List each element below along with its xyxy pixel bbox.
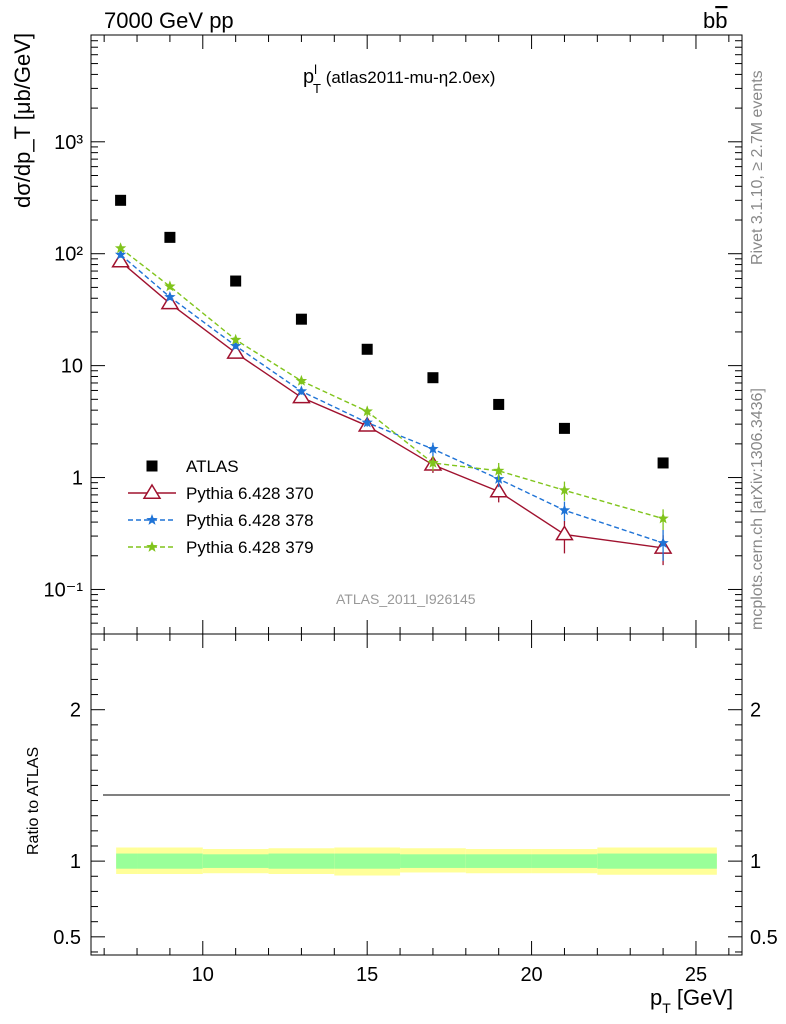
main-y-axis: 10⁻¹ 1 10 10² 10³ xyxy=(44,34,742,635)
mcplots-label: mcplots.cern.ch [arXiv:1306.3436] xyxy=(749,388,766,630)
ratio-band-green xyxy=(268,853,335,869)
analysis-label: ATLAS_2011_I926145 xyxy=(336,591,476,607)
ratio-band-green xyxy=(137,853,203,869)
data-marker-star xyxy=(493,464,505,476)
data-marker-star xyxy=(427,443,439,454)
ratio-y-axis-label: Ratio to ATLAS xyxy=(25,747,42,855)
data-marker-square xyxy=(164,231,176,243)
ratio-band-green xyxy=(334,853,401,869)
data-marker-triangle xyxy=(142,483,162,499)
plot-title-sup: l xyxy=(314,62,317,77)
plot-title-rest: (atlas2011-mu-η2.0ex) xyxy=(321,68,496,87)
rivet-version-label: Rivet 3.1.10, ≥ 2.7M events xyxy=(749,70,766,265)
data-marker-star xyxy=(427,457,439,468)
data-marker-star xyxy=(230,339,242,351)
y-tick-label: 10⁻¹ xyxy=(44,579,84,601)
main-y-axis-label: dσ/dp_T [μb/GeV] xyxy=(10,33,35,208)
y-tick-label: 1 xyxy=(72,468,83,490)
data-marker-star xyxy=(657,537,669,548)
ratio-y-tick-label-right: 2 xyxy=(750,700,761,722)
ratio-y-axis: 0.5 0.5 1 1 2 2 xyxy=(53,648,778,953)
ratio-y-tick-label-right: 1 xyxy=(750,851,761,873)
data-marker-star xyxy=(657,512,669,524)
ratio-y-tick-label-right: 0.5 xyxy=(750,927,778,949)
data-marker-square xyxy=(427,372,439,384)
ratio-band-green xyxy=(400,854,466,868)
series-line xyxy=(120,261,664,549)
ratio-band-green xyxy=(531,854,598,868)
ratio-band-green xyxy=(465,854,532,868)
data-marker-star xyxy=(295,385,308,397)
ratio-y-tick-label: 1 xyxy=(70,851,81,873)
ratio-x-axis: 10 15 20 25 xyxy=(103,634,730,986)
data-marker-triangle xyxy=(111,252,130,268)
plot-title-sub: T xyxy=(313,81,321,96)
x-axis-label: pT [GeV] xyxy=(650,985,733,1016)
legend-label: Pythia 6.428 378 xyxy=(186,511,314,530)
ratio-y-tick-label: 0.5 xyxy=(53,927,81,949)
data-marker-star xyxy=(146,514,158,525)
x-axis-label-sub: T xyxy=(662,1000,671,1016)
header-process-label: bb xyxy=(703,8,728,33)
series-line xyxy=(120,247,664,520)
ratio-y-tick-label: 2 xyxy=(70,700,81,722)
data-marker-square xyxy=(361,343,373,355)
data-marker-star xyxy=(361,405,373,417)
data-marker-star xyxy=(295,374,308,386)
data-marker-square xyxy=(657,457,669,469)
ratio-panel: 0.5 0.5 1 1 2 2 10 15 20 25 Ratio to ATLAS pT [G… xyxy=(25,633,778,1016)
data-marker-square xyxy=(146,460,158,472)
data-marker-triangle xyxy=(489,482,509,498)
x-tick-label: 10 xyxy=(192,964,214,986)
x-tick-label: 20 xyxy=(520,964,542,986)
data-marker-star xyxy=(146,541,158,552)
header-process-bbar: b xyxy=(715,8,727,33)
main-data-layer xyxy=(111,194,673,566)
x-tick-label: 15 xyxy=(356,964,378,986)
y-tick-label: 10 xyxy=(61,356,83,378)
ratio-band-green xyxy=(597,853,717,869)
ratio-uncertainty-bands xyxy=(116,847,717,876)
data-marker-star xyxy=(114,248,127,260)
x-tick-label: 25 xyxy=(685,964,707,986)
legend-label: Pythia 6.428 370 xyxy=(186,484,314,503)
x-axis-label-rest: [GeV] xyxy=(671,985,733,1010)
y-tick-label: 10³ xyxy=(54,132,83,154)
data-marker-star xyxy=(114,242,127,254)
data-marker-triangle xyxy=(555,525,574,541)
data-marker-triangle xyxy=(160,293,180,310)
data-marker-triangle xyxy=(226,343,245,359)
header-energy-label: 7000 GeV pp xyxy=(104,8,234,33)
data-marker-square xyxy=(115,194,127,206)
ratio-panel-frame xyxy=(90,633,743,956)
legend: ATLAS Pythia 6.428 370 Pythia 6.428 378 Pyt… xyxy=(128,457,314,557)
data-marker-triangle xyxy=(292,387,311,404)
data-marker-star xyxy=(558,484,571,496)
ratio-band-green xyxy=(116,853,138,869)
data-marker-star xyxy=(558,504,571,516)
data-marker-star xyxy=(230,333,242,345)
plot-title: pl T (atlas2011-mu-η2.0ex) xyxy=(303,62,495,96)
legend-label: ATLAS xyxy=(186,457,239,476)
y-tick-label: 10² xyxy=(54,244,83,266)
data-marker-star xyxy=(164,280,176,292)
data-marker-square xyxy=(230,275,242,287)
data-marker-star xyxy=(361,416,373,428)
data-marker-square xyxy=(558,422,570,434)
data-marker-square xyxy=(493,398,505,410)
legend-label: Pythia 6.428 379 xyxy=(186,538,314,557)
data-marker-star xyxy=(164,291,176,302)
ratio-band-green xyxy=(202,854,269,868)
data-marker-square xyxy=(295,313,307,325)
main-x-axis xyxy=(103,35,730,634)
